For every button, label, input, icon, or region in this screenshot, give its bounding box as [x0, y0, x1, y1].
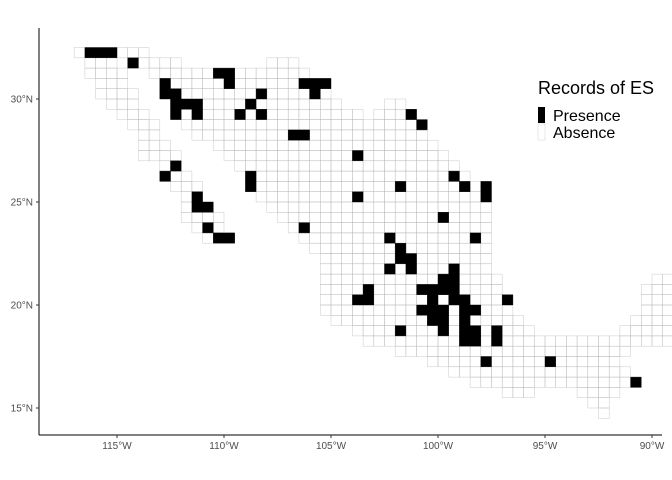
y-tick-label: 20°N — [11, 301, 33, 312]
x-tick-label: 90°W — [640, 441, 665, 452]
x-tick-label: 115°W — [102, 441, 132, 452]
legend-label-presence: Presence — [553, 108, 621, 125]
legend-key-presence — [538, 107, 545, 123]
legend-label-absence: Absence — [553, 125, 615, 142]
y-tick-label: 15°N — [11, 404, 33, 415]
legend-key-absence — [537, 123, 546, 141]
x-tick-label: 110°W — [209, 441, 239, 452]
y-tick-label: 25°N — [11, 198, 33, 209]
absence-cells — [74, 47, 672, 419]
y-axis-ticks: 15°N 20°N 25°N 30°N — [11, 95, 39, 415]
x-tick-label: 105°W — [316, 441, 347, 452]
x-axis-ticks: 115°W 110°W 105°W 100°W 95°W 90°W — [102, 435, 665, 452]
presence-cells — [84, 47, 642, 388]
presence-cell-shapes — [84, 47, 642, 388]
x-tick-label: 100°W — [423, 441, 454, 452]
grid-cells — [74, 47, 672, 419]
legend: Records of ES Presence Absence — [537, 78, 654, 142]
y-tick-label: 30°N — [11, 95, 33, 106]
legend-title: Records of ES — [538, 78, 654, 98]
x-tick-label: 95°W — [533, 441, 558, 452]
